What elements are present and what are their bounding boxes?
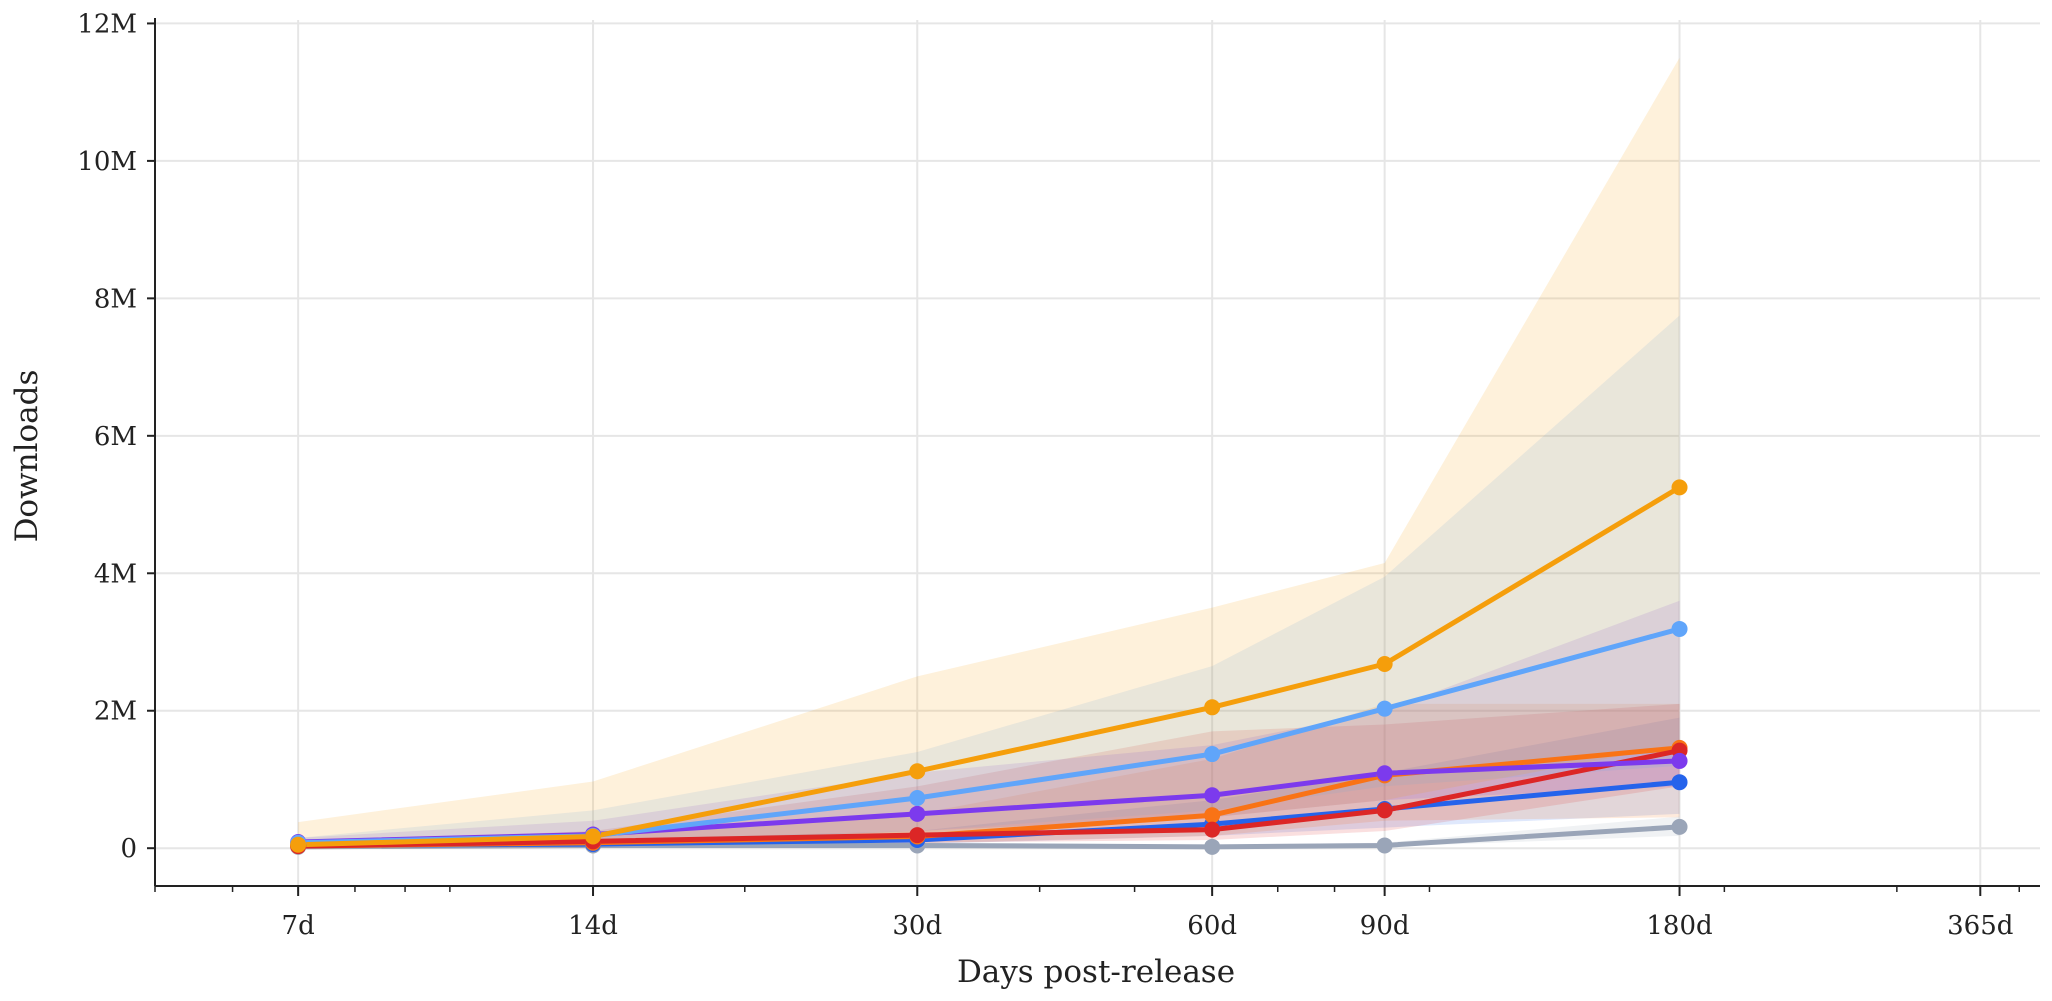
y-tick-label: 12M — [77, 9, 137, 39]
data-point — [1671, 774, 1688, 791]
data-point — [1204, 787, 1221, 804]
x-tick-label: 90d — [1360, 911, 1410, 941]
series-markers — [290, 479, 1688, 855]
data-point — [1204, 807, 1221, 824]
x-tick-label: 14d — [568, 911, 618, 941]
confidence-band — [298, 315, 1680, 847]
data-point — [1204, 821, 1221, 838]
y-tick-label: 0 — [120, 834, 137, 864]
x-tick-label: 7d — [282, 911, 315, 941]
data-point — [1376, 656, 1393, 673]
data-point — [909, 805, 926, 822]
series-line — [295, 748, 1683, 849]
data-point — [909, 790, 926, 807]
y-tick-label: 8M — [94, 284, 137, 314]
data-point — [290, 836, 307, 853]
data-point — [1204, 838, 1221, 855]
data-point — [1671, 479, 1688, 496]
axes: 0 2M 4M 6M 8M 10M 12M 7d 14d 30d 60d 90d 180d 365d — [77, 9, 2040, 941]
data-point — [1376, 802, 1393, 819]
data-point — [1671, 620, 1688, 637]
y-tick-label: 4M — [94, 559, 137, 589]
series-lines — [295, 484, 1683, 850]
data-point — [1376, 837, 1393, 854]
data-point — [1671, 752, 1688, 769]
x-tick-label: 30d — [892, 911, 942, 941]
data-point — [909, 763, 926, 780]
data-point — [909, 827, 926, 844]
data-point — [1376, 700, 1393, 717]
confidence-band — [298, 57, 1680, 848]
x-tick-label: 60d — [1187, 911, 1237, 941]
y-tick-label: 6M — [94, 422, 137, 452]
x-tick-label: 180d — [1646, 911, 1712, 941]
y-tick-label: 10M — [77, 147, 137, 177]
data-point — [585, 828, 602, 845]
grid — [155, 20, 2040, 886]
data-point — [1376, 765, 1393, 782]
data-point — [1671, 818, 1688, 835]
y-axis-title: Downloads — [9, 370, 45, 543]
data-point — [1204, 699, 1221, 716]
y-tick-label: 2M — [94, 697, 137, 727]
x-tick-label: 365d — [1947, 911, 2013, 941]
x-axis-title: Days post-release — [957, 954, 1235, 990]
data-point — [1204, 746, 1221, 763]
series-line — [295, 484, 1683, 848]
confidence-bands — [298, 57, 1680, 848]
